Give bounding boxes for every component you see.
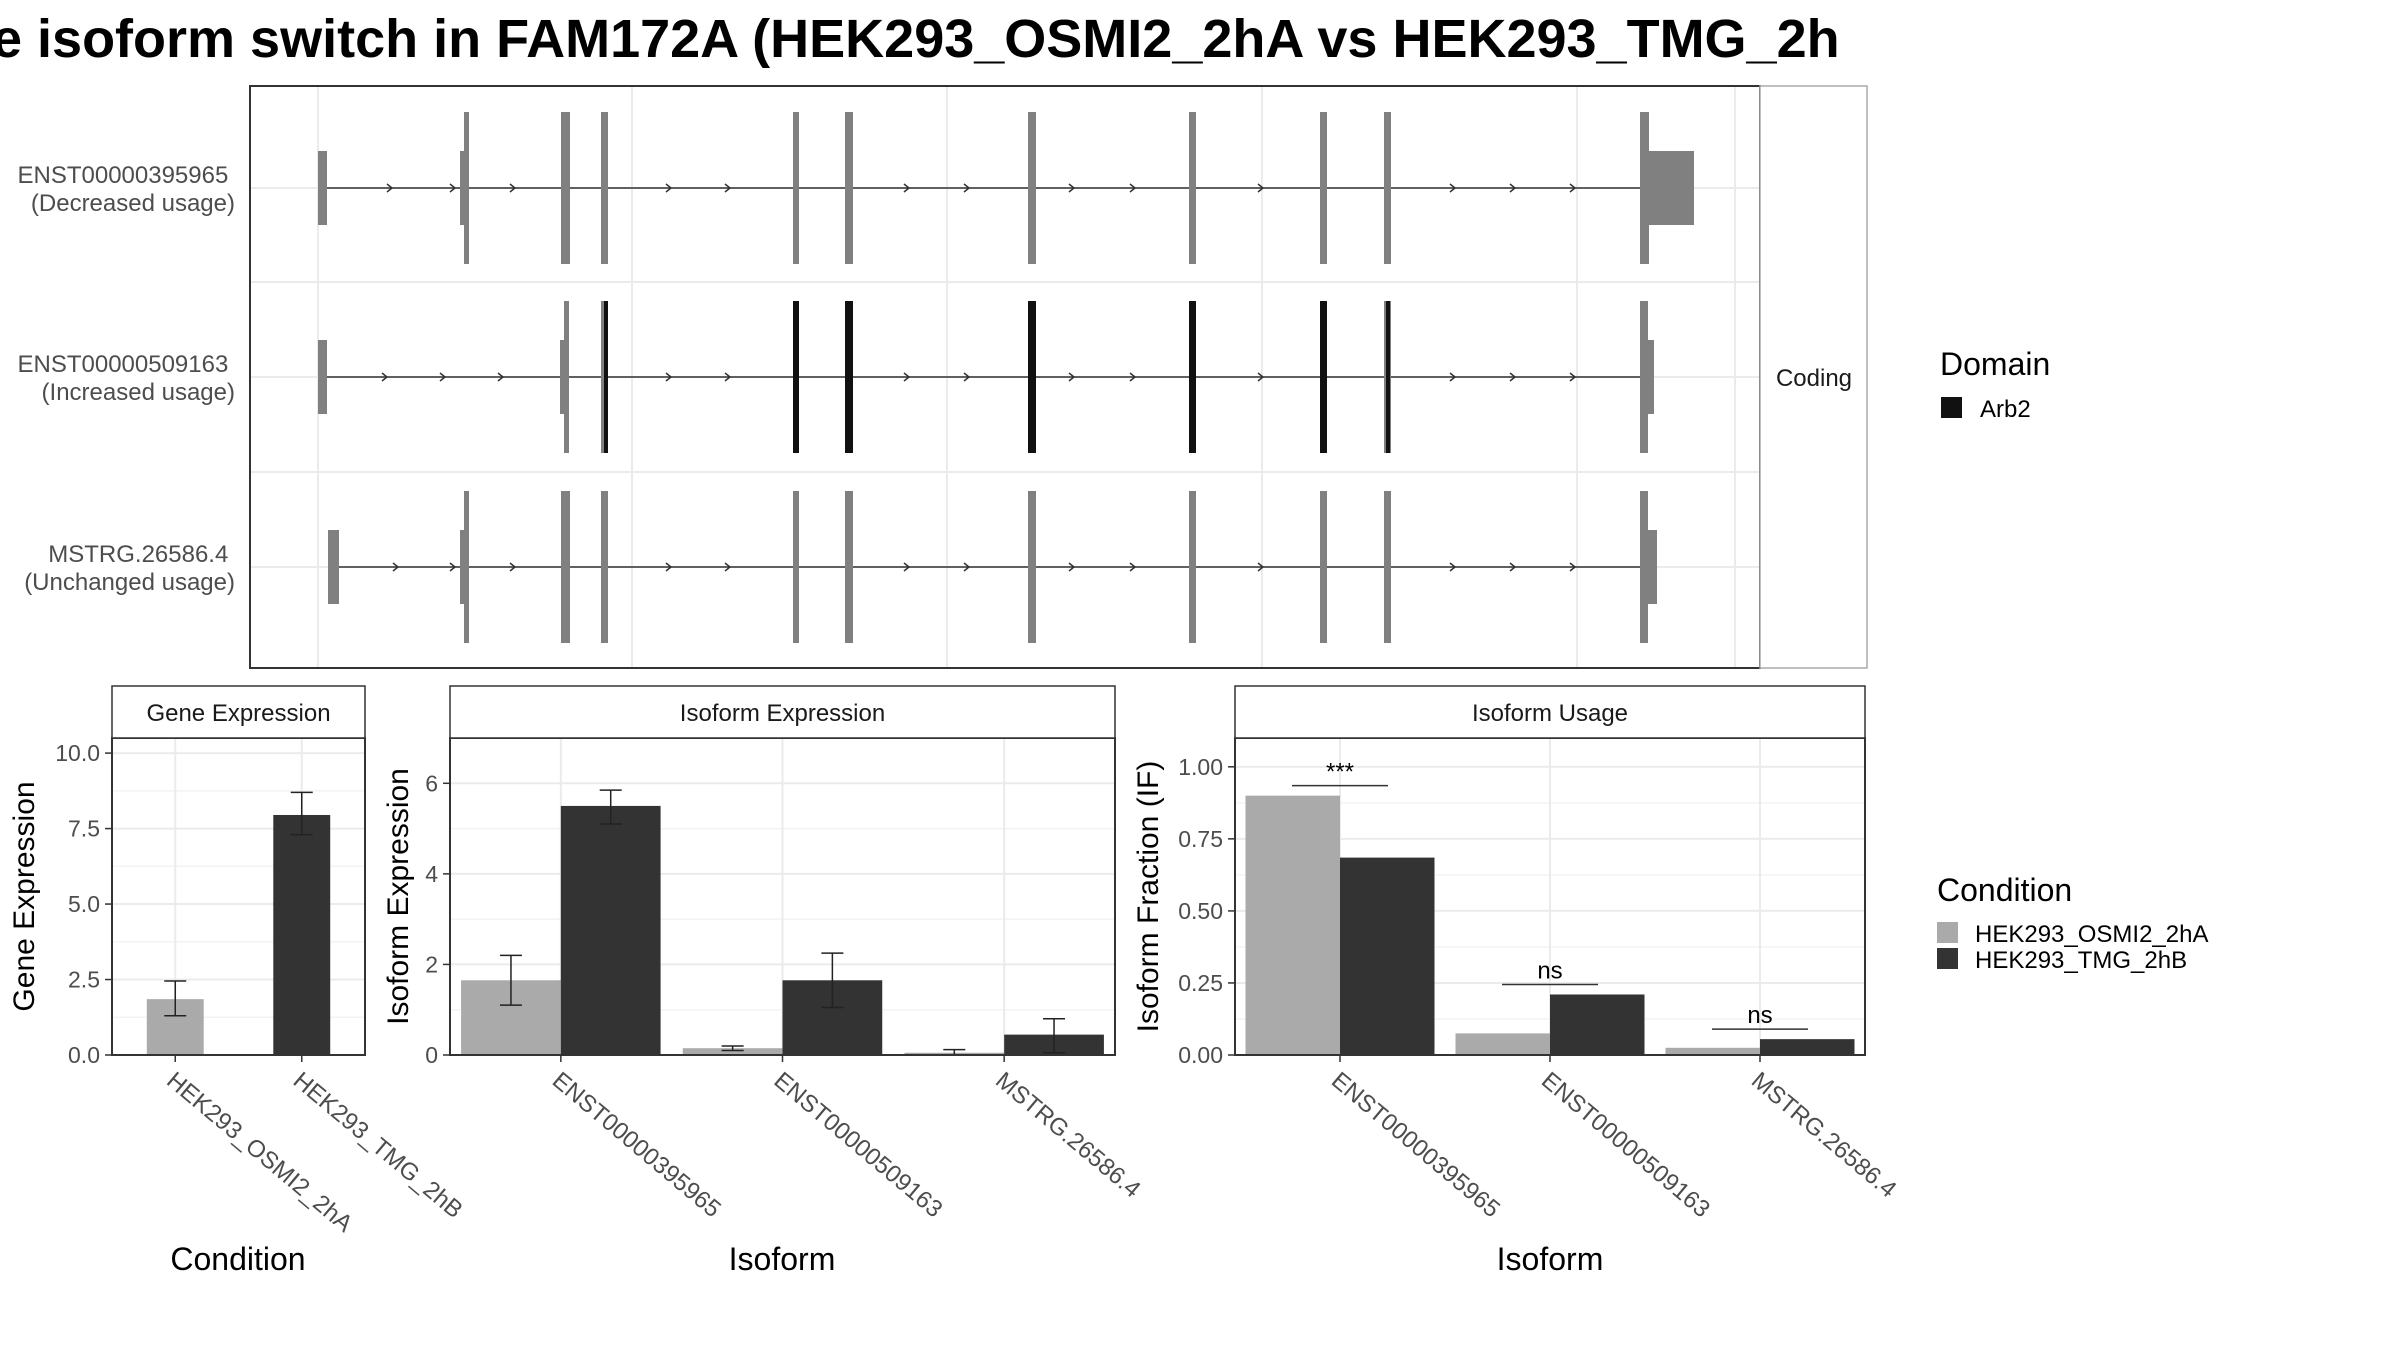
- significance-label: ns: [1747, 1002, 1772, 1029]
- transcript-3-model: [328, 491, 1657, 643]
- transcript-structure-panel: Coding ENST00000395965 (Decreased usage)…: [17, 85, 1868, 669]
- x-axis-title: Isoform: [729, 1241, 836, 1277]
- condition-legend-title: Condition: [1937, 872, 2072, 908]
- x-tick-label: ENST00000395965: [547, 1067, 726, 1223]
- x-tick-label: MSTRG.26586.4: [1746, 1067, 1901, 1203]
- strip-background: [449, 685, 1116, 739]
- y-axis-title: Isoform Expression: [382, 768, 415, 1025]
- strip-background: [111, 685, 366, 739]
- x-tick-label: ENST00000395965: [1326, 1067, 1505, 1223]
- legend-label-cond-a: HEK293_OSMI2_2hA: [1975, 921, 2208, 948]
- panel-title: Isoform Usage: [1472, 700, 1628, 727]
- panel-3: *** ns ns Isoform Usage 0.00 0.25 0.50 0.75 1.00…: [1132, 685, 1901, 1277]
- significance-label: ***: [1326, 759, 1354, 786]
- strip-background: [1234, 685, 1866, 739]
- significance-label: ns: [1537, 957, 1562, 984]
- x-tick-label: ENST00000509163: [769, 1067, 948, 1223]
- bar: [1340, 857, 1435, 1055]
- bar: [1245, 795, 1340, 1055]
- transcript-3-label: MSTRG.26586.4 (Unchanged usage): [24, 541, 235, 596]
- y-tick-label: 0.75: [1178, 826, 1223, 852]
- exons: [318, 112, 1694, 264]
- strip-background: [1759, 85, 1868, 669]
- y-tick-label: 2.5: [68, 967, 100, 993]
- strand-arrows: [381, 372, 1577, 382]
- bar: [682, 1048, 783, 1055]
- y-tick-label: 0.00: [1178, 1042, 1223, 1068]
- y-tick-label: 7.5: [68, 816, 100, 842]
- bar: [1550, 994, 1645, 1055]
- transcript-2-model: [318, 301, 1654, 453]
- y-tick-label: 0.0: [68, 1042, 100, 1068]
- panel-title: Gene Expression: [146, 700, 330, 727]
- domain-legend: Domain Arb2: [1940, 346, 2050, 423]
- page-title: e isoform switch in FAM172A (HEK293_OSMI…: [0, 9, 1840, 69]
- y-tick-label: 10.0: [55, 740, 100, 766]
- transcript-1-label: ENST00000395965 (Decreased usage): [17, 162, 235, 217]
- legend-key-cond-b: [1937, 948, 1958, 969]
- y-axis-title: Gene Expression: [8, 781, 41, 1011]
- legend-key-cond-a: [1937, 922, 1958, 943]
- panel-2: Isoform Expression 0 2 4 6 ENST00000395965 ENS…: [382, 685, 1146, 1277]
- y-tick-label: 0.25: [1178, 970, 1223, 996]
- panel-title: Isoform Expression: [680, 700, 885, 727]
- domain-legend-label: Arb2: [1980, 396, 2031, 423]
- bar-chart-panels: Gene Expression0.02.55.07.510.0HEK293_OS…: [8, 685, 1901, 1277]
- strand-arrows: [386, 183, 1577, 193]
- y-tick-label: 0.50: [1178, 898, 1223, 924]
- strand-arrows: [392, 562, 1577, 572]
- domain-legend-key: [1941, 397, 1962, 418]
- bar: [1760, 1039, 1855, 1055]
- transcript-2-label: ENST00000509163 (Increased usage): [17, 351, 235, 406]
- exons: [328, 491, 1657, 643]
- y-tick-label: 2: [425, 951, 438, 977]
- y-tick-label: 0: [425, 1042, 438, 1068]
- strip-label: Coding: [1776, 365, 1852, 392]
- y-axis-title: Isoform Fraction (IF): [1132, 761, 1165, 1033]
- y-tick-label: 1.00: [1178, 754, 1223, 780]
- bar: [1455, 1033, 1550, 1055]
- x-tick-label: ENST00000509163: [1536, 1067, 1715, 1223]
- x-axis-title: Isoform: [1497, 1241, 1604, 1277]
- exons: [318, 301, 1654, 453]
- y-tick-label: 6: [425, 770, 438, 796]
- transcript-1-model: [318, 112, 1694, 264]
- legend-label-cond-b: HEK293_TMG_2hB: [1975, 947, 2187, 974]
- x-tick-label: MSTRG.26586.4: [990, 1067, 1145, 1203]
- x-axis-title: Condition: [170, 1241, 305, 1277]
- bar: [560, 805, 661, 1055]
- y-tick-label: 5.0: [68, 891, 100, 917]
- bar: [1665, 1047, 1760, 1055]
- bar: [273, 814, 331, 1055]
- y-tick-label: 4: [425, 861, 438, 887]
- condition-legend: Condition HEK293_OSMI2_2hA HEK293_TMG_2h…: [1937, 872, 2208, 974]
- domain-legend-title: Domain: [1940, 346, 2050, 382]
